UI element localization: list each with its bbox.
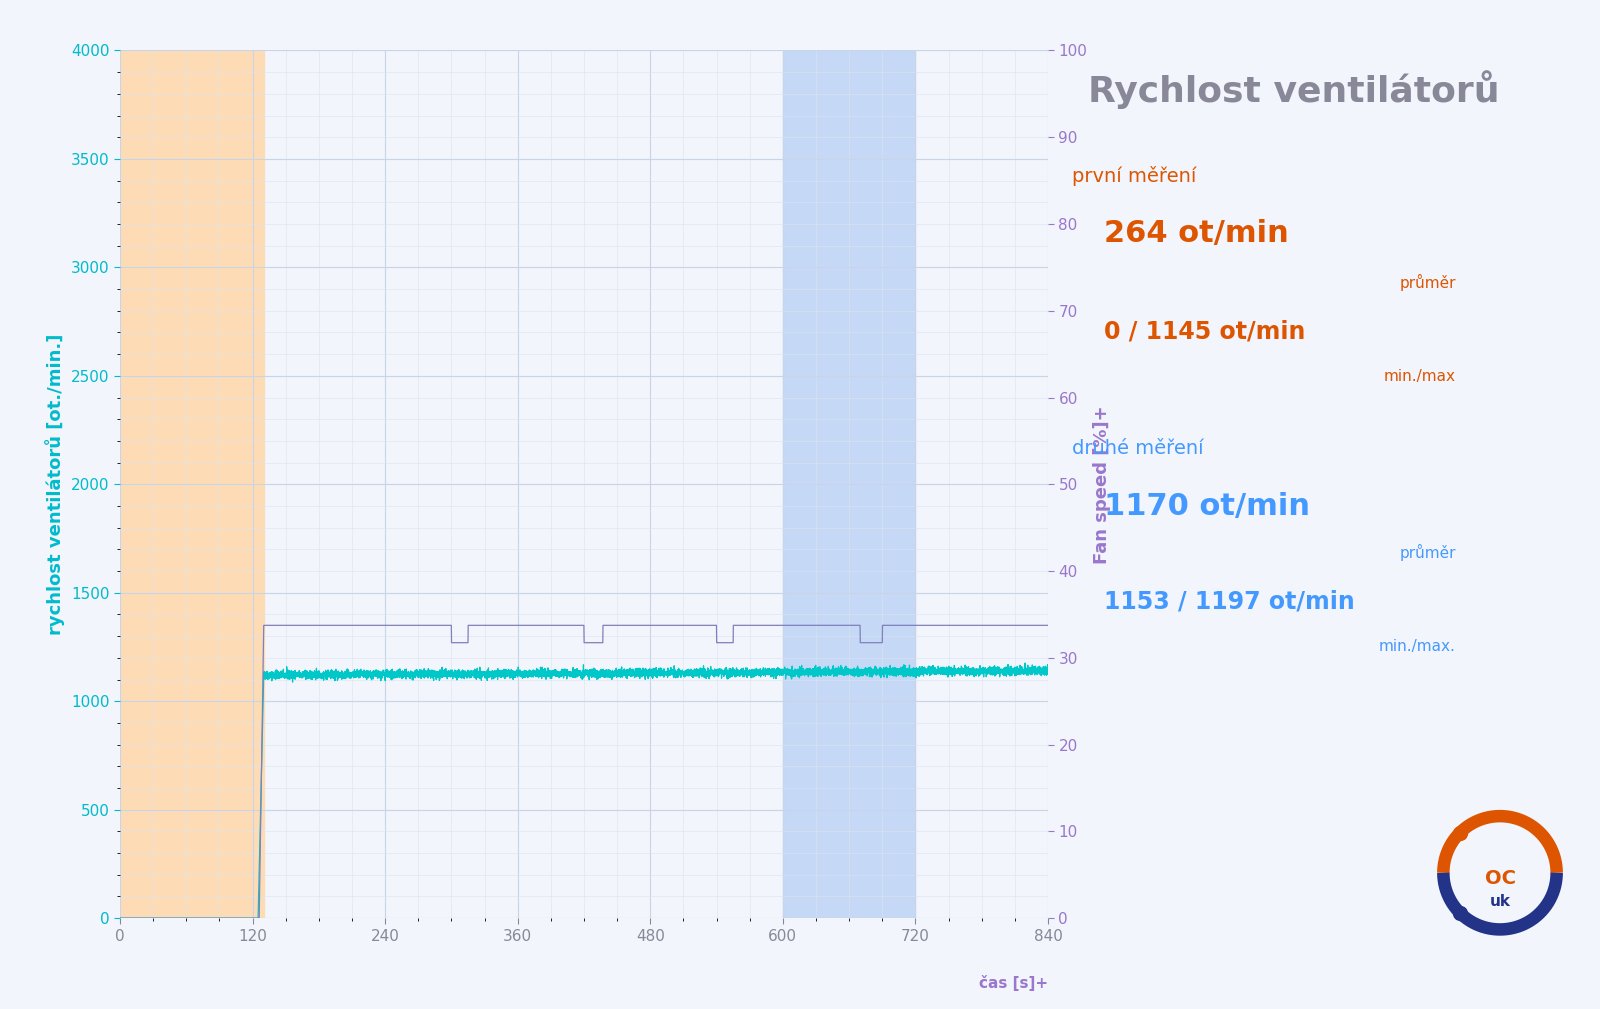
Text: čas [s]+: čas [s]+ — [979, 975, 1048, 991]
Text: 264 ot/min: 264 ot/min — [1104, 219, 1288, 248]
Text: OC: OC — [1485, 869, 1515, 888]
Text: uk: uk — [1490, 894, 1510, 909]
Bar — [120, 50, 264, 918]
Text: min./max.: min./max. — [1379, 639, 1456, 654]
Bar — [782, 50, 915, 918]
Text: Rychlost ventilátorů: Rychlost ventilátorů — [1088, 71, 1499, 109]
Text: 1170 ot/min: 1170 ot/min — [1104, 491, 1310, 521]
Text: min./max: min./max — [1384, 369, 1456, 384]
Text: průměr: průměr — [1400, 544, 1456, 561]
Y-axis label: Fan speed [%]+: Fan speed [%]+ — [1093, 405, 1110, 564]
Text: průměr: průměr — [1400, 273, 1456, 291]
Text: druhé měření: druhé měření — [1072, 439, 1203, 458]
Text: 1153 / 1197 ot/min: 1153 / 1197 ot/min — [1104, 589, 1355, 613]
Text: 0 / 1145 ot/min: 0 / 1145 ot/min — [1104, 319, 1306, 343]
Text: první měření: první měření — [1072, 165, 1197, 186]
Y-axis label: rychlost ventilátorů [ot./min.]: rychlost ventilátorů [ot./min.] — [45, 334, 66, 635]
